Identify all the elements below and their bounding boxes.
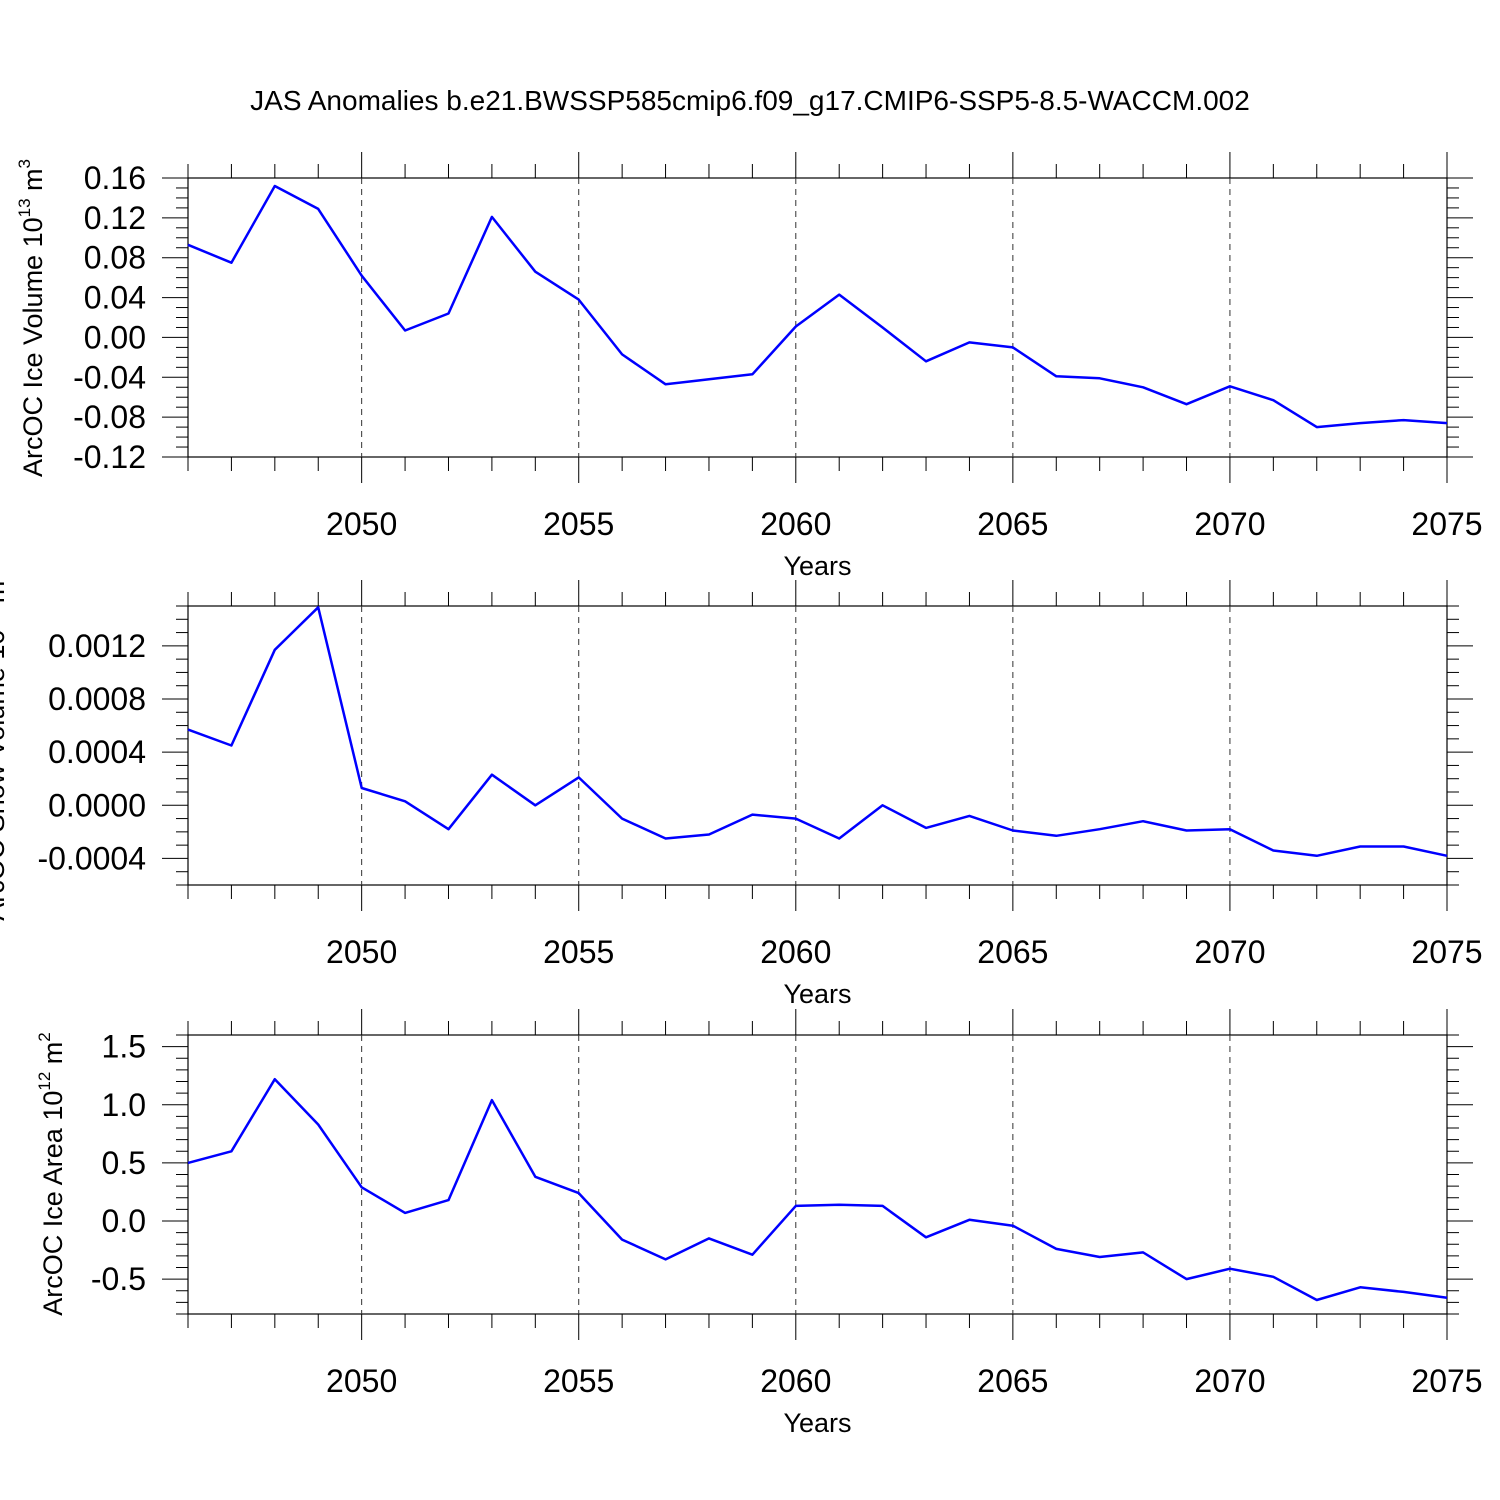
- x-tick-label: 2050: [326, 506, 397, 542]
- y-axis-label: ArcOC Ice Volume 1013 m3: [15, 159, 48, 477]
- x-tick-label: 2075: [1411, 506, 1482, 542]
- y-tick-label: 1.0: [102, 1087, 146, 1123]
- x-tick-label: 2065: [977, 1363, 1048, 1399]
- x-tick-label: 2055: [543, 934, 614, 970]
- x-axis-label: Years: [783, 979, 851, 1009]
- series-line: [187, 1077, 1448, 1302]
- x-tick-label: 2065: [977, 934, 1048, 970]
- series-line: [187, 184, 1448, 429]
- y-tick-label: 0.12: [84, 200, 146, 236]
- x-tick-label: 2055: [543, 1363, 614, 1399]
- y-tick-label: -0.08: [73, 399, 146, 435]
- y-axis-label-part: 2: [35, 1032, 54, 1041]
- y-tick-label: 0.04: [84, 280, 146, 316]
- x-tick-label: 2070: [1194, 506, 1265, 542]
- y-tick-label: 0.0012: [48, 628, 146, 664]
- y-axis-label-part: 12: [35, 1072, 54, 1091]
- y-axis-label: ArcOC Snow Volume 1013 m3: [0, 571, 10, 921]
- chart-panel-1: 2050 2055 2060 2065 2070 2075 Years -0.12 -0.08 -…: [15, 152, 1483, 581]
- y-axis-label: ArcOC Ice Area 1012 m2: [35, 1032, 68, 1316]
- y-tick-label: 0.08: [84, 240, 146, 276]
- plot-frame: [187, 1034, 1448, 1315]
- x-tick-label: 2060: [760, 1363, 831, 1399]
- x-tick-label: 2065: [977, 506, 1048, 542]
- y-tick-label: 0.0008: [48, 681, 146, 717]
- chart-panel-3: 2050 2055 2060 2065 2070 2075 Years -0.5 0.0 0.5 1…: [35, 1009, 1483, 1438]
- x-tick-label: 2070: [1194, 934, 1265, 970]
- x-tick-label: 2060: [760, 934, 831, 970]
- x-axis-label: Years: [783, 551, 851, 581]
- plot-frame: [187, 605, 1448, 886]
- x-tick-label: 2075: [1411, 1363, 1482, 1399]
- y-axis-label-part: ArcOC Snow Volume 10: [0, 630, 10, 921]
- x-tick-label: 2060: [760, 506, 831, 542]
- x-tick-label: 2050: [326, 934, 397, 970]
- y-tick-label: -0.0004: [37, 840, 146, 876]
- y-axis-label-part: 3: [15, 159, 34, 168]
- x-tick-label: 2075: [1411, 934, 1482, 970]
- y-axis-label-part: 13: [15, 198, 34, 217]
- y-axis-label-part: m: [38, 1042, 68, 1072]
- series-line: [187, 606, 1448, 858]
- y-axis-label-part: ArcOC Ice Area 10: [38, 1091, 68, 1316]
- x-tick-label: 2050: [326, 1363, 397, 1399]
- y-tick-label: 0.0: [102, 1203, 146, 1239]
- x-axis-label: Years: [783, 1408, 851, 1438]
- y-tick-label: 0.00: [84, 319, 146, 355]
- y-tick-label: -0.04: [73, 359, 146, 395]
- chart-title: JAS Anomalies b.e21.BWSSP585cmip6.f09_g1…: [250, 85, 1250, 116]
- y-tick-label: 0.5: [102, 1145, 146, 1181]
- y-tick-label: 1.5: [102, 1029, 146, 1065]
- y-axis-label-part: m: [0, 581, 10, 611]
- x-tick-label: 2070: [1194, 1363, 1265, 1399]
- y-tick-label: 0.16: [84, 160, 146, 196]
- panels: 2050 2055 2060 2065 2070 2075 Years -0.12 -0.08 -…: [0, 152, 1483, 1438]
- y-axis-label-part: ArcOC Ice Volume 10: [18, 217, 48, 477]
- y-axis-label-part: m: [18, 168, 48, 198]
- plot-frame: [187, 177, 1448, 458]
- x-tick-label: 2055: [543, 506, 614, 542]
- chart-panel-2: 2050 2055 2060 2065 2070 2075 Years -0.0004 0.00…: [0, 571, 1483, 1009]
- y-tick-label: -0.12: [73, 439, 146, 475]
- y-tick-label: -0.5: [91, 1261, 146, 1297]
- y-tick-label: 0.0004: [48, 734, 146, 770]
- y-tick-label: 0.0000: [48, 787, 146, 823]
